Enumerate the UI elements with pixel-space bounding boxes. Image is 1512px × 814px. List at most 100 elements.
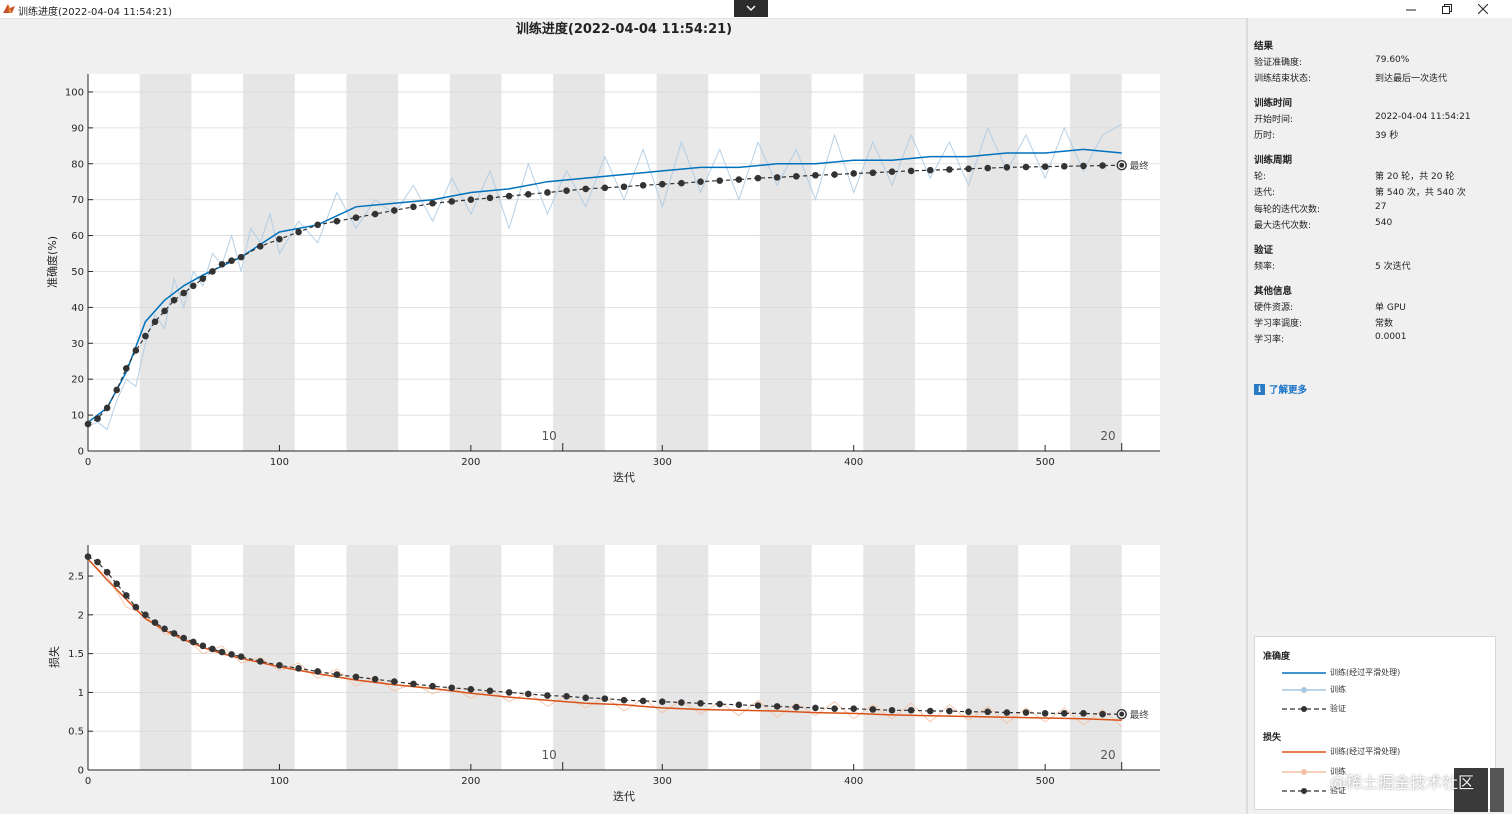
data-point: [563, 692, 570, 700]
data-point: [352, 214, 360, 221]
data-point: [735, 176, 743, 183]
legend-acc-val: 验证: [1282, 703, 1482, 715]
info-icon: i: [1254, 383, 1265, 395]
x-tick-label: 500: [1036, 457, 1055, 468]
label-lr-schedule: 学习率调度:: [1254, 319, 1303, 329]
data-point: [429, 199, 436, 207]
label-epoch: 轮:: [1254, 172, 1267, 182]
value-frequency: 5 次迭代: [1375, 262, 1411, 272]
data-point: [946, 707, 953, 715]
y-tick-label: 10: [71, 411, 84, 422]
epoch-band: [346, 74, 399, 451]
data-point: [314, 668, 322, 675]
data-point: [228, 651, 235, 658]
epoch-band: [139, 74, 192, 451]
epoch-band: [1070, 545, 1122, 770]
x-tick-label: 200: [461, 776, 480, 787]
data-point: [1060, 710, 1068, 717]
learn-more-link[interactable]: i 了解更多: [1254, 382, 1307, 396]
x-tick-label: 100: [270, 776, 289, 787]
data-point: [505, 192, 513, 200]
x-axis-label: 迭代: [613, 790, 635, 803]
section-cycle-title: 训练周期: [1254, 155, 1293, 166]
data-point: [563, 187, 570, 194]
data-point: [256, 658, 264, 665]
data-point: [1003, 709, 1011, 716]
data-point: [151, 619, 159, 626]
data-point: [658, 180, 666, 188]
minimize-icon: [1406, 9, 1416, 10]
series-line: [87, 558, 1122, 722]
data-point: [582, 694, 590, 702]
data-point: [601, 695, 609, 702]
restore-button[interactable]: [1429, 0, 1465, 17]
value-hardware: 单 GPU: [1375, 303, 1406, 313]
data-point: [467, 686, 475, 693]
data-point: [1041, 163, 1049, 170]
data-point: [1022, 709, 1030, 716]
series-line: [87, 164, 1122, 425]
final-label: 最终: [1130, 709, 1150, 721]
data-point: [429, 682, 436, 690]
data-point: [697, 178, 704, 186]
epoch-band: [759, 74, 812, 451]
data-point: [639, 697, 647, 705]
section-time-title: 训练时间: [1254, 98, 1293, 109]
data-point: [1041, 710, 1049, 717]
data-point: [256, 243, 264, 250]
x-tick-label: 0: [85, 457, 91, 468]
data-point: [812, 704, 819, 712]
data-point: [658, 698, 666, 706]
data-point: [180, 634, 188, 642]
data-point: [716, 700, 724, 708]
window-title: 训练进度(2022-04-04 11:54:21): [18, 7, 173, 18]
data-point: [831, 171, 838, 178]
data-point: [601, 184, 609, 192]
value-iteration: 第 540 次，共 540 次: [1375, 188, 1466, 198]
data-point: [142, 332, 149, 340]
close-button[interactable]: [1465, 0, 1501, 17]
data-point: [831, 705, 838, 713]
collapse-toolstrip-button[interactable]: [734, 0, 768, 17]
data-point: [209, 645, 216, 653]
x-tick-label: 300: [653, 457, 672, 468]
data-point: [735, 701, 743, 709]
data-point: [984, 708, 992, 716]
chevron-down-icon: [746, 5, 756, 11]
window-titlebar: 训练进度(2022-04-04 11:54:21): [0, 0, 1512, 19]
data-point: [678, 179, 685, 187]
y-tick-label: 40: [71, 303, 84, 314]
overlay-button[interactable]: [1454, 768, 1488, 812]
y-tick-label: 80: [71, 159, 84, 170]
overlay-more-button[interactable]: [1490, 768, 1504, 812]
y-tick-label: 20: [71, 375, 84, 386]
value-max-iter: 540: [1375, 218, 1393, 228]
data-point: [869, 706, 877, 713]
epoch-band: [553, 74, 605, 451]
label-iteration: 迭代:: [1254, 188, 1276, 198]
legend-acc-train-label: 训练: [1330, 685, 1346, 694]
data-point: [333, 217, 341, 225]
minimize-button[interactable]: [1393, 0, 1429, 17]
series-line: [87, 148, 1122, 423]
epoch-label: 20: [1100, 429, 1115, 443]
series-line: [87, 123, 1122, 431]
label-frequency: 频率:: [1254, 262, 1276, 272]
y-tick-label: 1: [78, 688, 84, 699]
data-point: [218, 260, 226, 268]
data-point: [1080, 710, 1087, 717]
epoch-band: [656, 545, 709, 770]
data-point: [390, 678, 398, 685]
panel-divider[interactable]: [1246, 18, 1248, 814]
label-elapsed: 历时:: [1254, 131, 1276, 141]
y-axis-label: 准确度(%): [45, 236, 59, 288]
epoch-band: [656, 74, 709, 451]
data-point: [161, 625, 168, 633]
x-axis-label: 迭代: [613, 471, 635, 484]
data-point: [122, 365, 130, 372]
series-smoothed: [87, 558, 1122, 722]
data-point: [1099, 162, 1106, 169]
data-point: [84, 420, 92, 428]
data-point: [544, 692, 551, 699]
